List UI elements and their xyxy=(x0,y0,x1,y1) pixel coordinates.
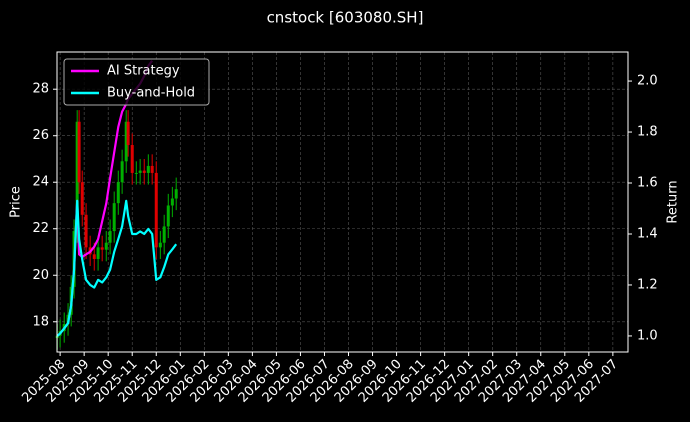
return-line xyxy=(56,199,178,337)
y-axis-label: Price xyxy=(9,186,24,218)
candle-body xyxy=(162,226,166,243)
chart-title: cnstock [603080.SH] xyxy=(267,9,424,27)
y-tick-label: 18 xyxy=(32,314,49,329)
candle-body xyxy=(80,182,84,215)
y2-tick-label: 1.0 xyxy=(637,328,658,343)
candle-body xyxy=(142,170,146,173)
candle-body xyxy=(104,242,108,250)
candle-body xyxy=(75,121,79,232)
candle-body xyxy=(108,231,112,243)
legend-label: Buy-and-Hold xyxy=(107,86,195,101)
y2-tick-label: 1.8 xyxy=(637,125,658,140)
candle-body xyxy=(138,170,142,173)
y-tick-label: 24 xyxy=(32,175,49,190)
y2-axis-label: Return xyxy=(666,180,681,223)
candle-body xyxy=(92,254,96,259)
candle-body xyxy=(112,203,116,232)
candle-body xyxy=(146,165,150,173)
candle-body xyxy=(124,121,128,162)
y-tick-label: 28 xyxy=(32,82,49,97)
candle-body xyxy=(84,214,88,248)
candle-body xyxy=(126,121,130,146)
candle-body xyxy=(170,198,174,206)
candle-body xyxy=(154,172,158,248)
y2-tick-label: 1.2 xyxy=(637,277,658,292)
y2-tick-label: 1.6 xyxy=(637,176,658,191)
candle-body xyxy=(96,247,100,259)
y-tick-label: 26 xyxy=(32,128,49,143)
candle-body xyxy=(120,161,124,183)
y2-tick-label: 2.0 xyxy=(637,74,658,89)
legend-label: AI Strategy xyxy=(107,64,180,79)
candle-body xyxy=(158,242,162,248)
candle-body xyxy=(150,165,154,173)
candle-body xyxy=(116,182,120,204)
y-tick-label: 22 xyxy=(32,221,49,236)
plot-frame xyxy=(56,51,629,353)
candle-body xyxy=(100,247,104,250)
candle-body xyxy=(77,121,81,183)
candle-body xyxy=(130,145,134,173)
legend-box xyxy=(63,58,210,106)
candle-body xyxy=(174,189,178,199)
y2-tick-label: 1.4 xyxy=(637,226,658,241)
candle-body xyxy=(166,205,170,227)
candle-body xyxy=(134,172,138,174)
y-tick-label: 20 xyxy=(32,268,49,283)
